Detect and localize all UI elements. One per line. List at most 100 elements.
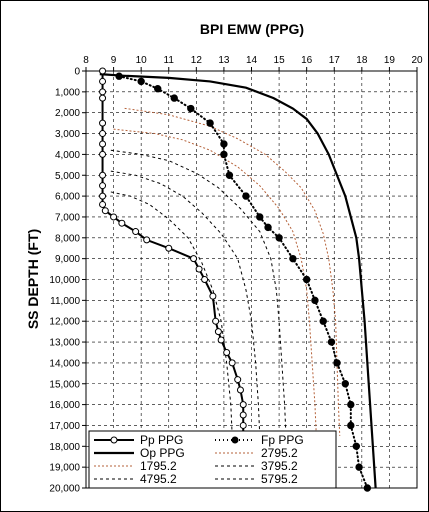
series-pp-ppg [99,67,247,446]
data-point [355,463,363,471]
y-tick-label: 4,000 [55,150,80,161]
data-point [99,200,107,208]
series-layer [99,67,377,492]
legend-label: Pp PPG [140,433,183,447]
data-point [101,207,109,215]
y-tick-label: 3,000 [55,129,80,140]
y-tick-label: 12,000 [49,317,80,328]
series-line [99,73,377,489]
y-tick-label: 8,000 [55,233,80,244]
legend-item: Fp PPG [215,433,304,447]
data-point [212,317,220,325]
data-point [99,130,107,138]
data-point [99,171,107,179]
data-point [347,400,355,409]
legend-item: 4795.2 [94,472,177,486]
data-point [333,359,341,367]
data-point [341,380,349,388]
x-tick-label: 15 [274,55,286,66]
data-point [99,94,107,102]
grid [85,70,418,489]
series-line [101,71,245,443]
series-4795-2 [110,170,261,436]
x-tick-label: 9 [111,55,117,66]
data-point [118,219,126,227]
x-tick-label: 10 [136,55,148,66]
data-point [137,77,145,86]
data-point [347,421,355,430]
y-tick-label: 19,000 [49,463,80,474]
data-point [352,442,361,450]
data-point [256,213,264,221]
y-tick-label: 13,000 [49,338,80,349]
data-point [228,359,236,367]
y-axis-ticks: 0 1,000 2,000 3,000 4,000 5,000 6,000 7,000 8,00… [49,67,86,495]
y-tick-label: 17,000 [49,421,80,432]
legend: Pp PPG Fp PPG Op PPG 2795.2 1795.2 3795.2 4795… [88,430,337,489]
data-point [239,401,247,409]
data-point [99,88,107,96]
series-1795-2 [124,107,341,436]
data-point [234,376,242,384]
chart-title: BPI EMW (PPG) [200,21,304,37]
data-point [264,223,272,232]
legend-label: 3795.2 [261,459,298,473]
data-point [115,72,123,80]
legend-item: 2795.2 [215,446,298,460]
legend-label: Fp PPG [261,433,304,447]
y-tick-label: 7,000 [55,212,80,223]
y-tick-label: 16,000 [49,400,80,411]
data-point [217,336,225,344]
y-tick-label: 11,000 [50,296,80,307]
y-tick-label: 10,000 [49,275,80,286]
data-point [302,275,311,284]
data-point [363,484,372,492]
x-tick-label: 18 [356,55,368,66]
data-point [275,234,283,242]
y-tick-label: 14,000 [49,358,80,369]
x-tick-label: 19 [384,55,396,66]
data-point [319,317,327,325]
x-tick-label: 11 [164,55,175,66]
legend-marker [110,436,118,444]
legend-item: 5795.2 [215,472,298,486]
data-point [201,276,209,283]
series-line [110,191,233,436]
legend-item: Op PPG [94,446,185,460]
data-point [195,265,203,273]
series-line [110,149,287,436]
data-point [187,104,195,113]
data-point [327,338,336,346]
x-tick-label: 12 [191,55,203,66]
data-point [99,67,107,75]
series-line [110,170,261,436]
series-3795-2 [110,149,287,436]
legend-label: 1795.2 [140,459,177,473]
y-tick-label: 20,000 [49,484,80,495]
data-point [132,228,140,236]
data-point [223,348,231,356]
data-point [220,140,228,148]
data-point [143,236,151,244]
x-axis-ticks: 8 9 10 11 12 13 14 15 16 17 18 19 20 [83,55,423,71]
data-point [190,255,198,263]
data-point [225,171,234,179]
x-tick-label: 8 [83,55,89,66]
data-point [110,213,118,221]
legend-label: 2795.2 [261,446,298,460]
data-point [209,292,217,300]
data-point [99,150,107,158]
y-tick-label: 9,000 [55,254,80,265]
y-tick-label: 5,000 [55,171,80,182]
x-tick-label: 13 [218,55,230,66]
legend-item: Pp PPG [94,433,183,447]
data-point [170,94,178,102]
data-point [99,140,107,148]
x-tick-label: 17 [329,55,341,66]
data-point [214,328,222,336]
legend-item: 3795.2 [215,459,298,473]
y-tick-label: 18,000 [49,442,80,453]
data-point [239,421,247,429]
